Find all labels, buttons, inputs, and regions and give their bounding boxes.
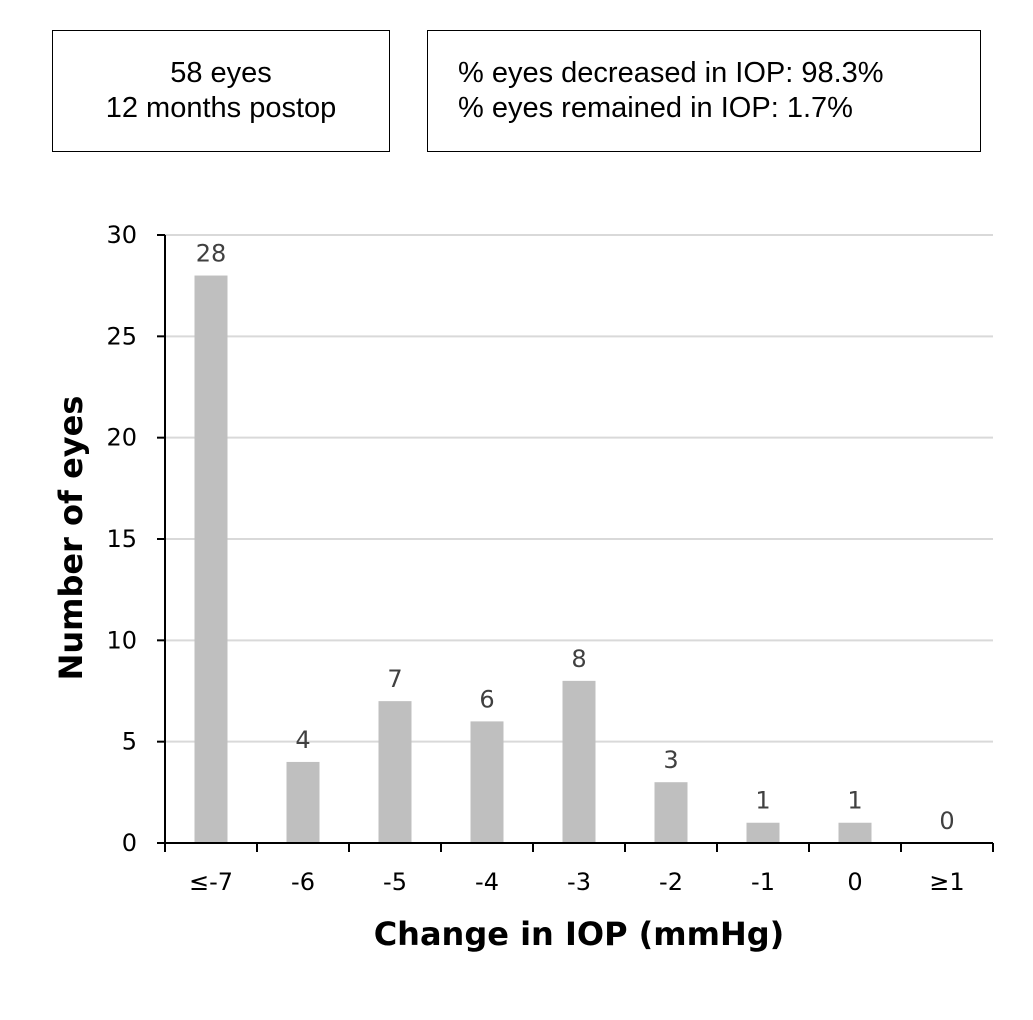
x-axis-title: Change in IOP (mmHg) — [374, 915, 785, 953]
remained-percent-text: % eyes remained in IOP: 1.7% — [458, 92, 853, 124]
bar-value-label: 1 — [755, 787, 770, 815]
follow-up-text: 12 months postop — [105, 92, 337, 124]
y-tick-label: 10 — [106, 626, 137, 654]
bar-value-label: 4 — [295, 726, 310, 754]
x-tick-label: -3 — [567, 868, 591, 896]
grid-lines — [165, 234, 993, 743]
bar — [194, 275, 228, 843]
y-tick-label: 25 — [106, 322, 137, 350]
bar-value-label: 6 — [479, 685, 494, 713]
x-tick-label: ≥1 — [929, 868, 964, 896]
x-tick-label: -6 — [291, 868, 315, 896]
axes — [157, 234, 994, 852]
bar-value-label: 8 — [571, 645, 586, 673]
decreased-percent-text: % eyes decreased in IOP: 98.3% — [458, 57, 884, 89]
bar — [470, 721, 504, 843]
x-tick-label: -5 — [383, 868, 407, 896]
iop-summary-box: % eyes decreased in IOP: 98.3% % eyes re… — [427, 30, 981, 152]
y-tick-label: 15 — [106, 525, 137, 553]
bar — [838, 822, 872, 843]
bar-value-label: 28 — [196, 240, 227, 268]
y-tick-label: 5 — [122, 728, 137, 756]
y-tick-label: 30 — [106, 221, 137, 249]
x-tick-label: ≤-7 — [189, 868, 233, 896]
y-tick-label: 0 — [122, 829, 137, 857]
y-axis-title: Number of eyes — [52, 396, 90, 681]
x-tick-label: 0 — [847, 868, 862, 896]
bar — [746, 822, 780, 843]
y-tick-label: 20 — [106, 424, 137, 452]
bar-value-label: 7 — [387, 665, 402, 693]
bar — [286, 761, 320, 843]
bar — [562, 680, 596, 843]
bar-value-label: 1 — [847, 787, 862, 815]
bar — [378, 701, 412, 843]
sample-info-box: 58 eyes 12 months postop — [52, 30, 390, 152]
sample-size-text: 58 eyes — [170, 57, 272, 89]
x-tick-label: -2 — [659, 868, 683, 896]
bar-value-label: 3 — [663, 746, 678, 774]
x-tick-label: -1 — [751, 868, 775, 896]
bar-value-label: 0 — [939, 807, 954, 835]
x-tick-label: -4 — [475, 868, 499, 896]
bars — [194, 275, 872, 843]
bar — [654, 782, 688, 843]
